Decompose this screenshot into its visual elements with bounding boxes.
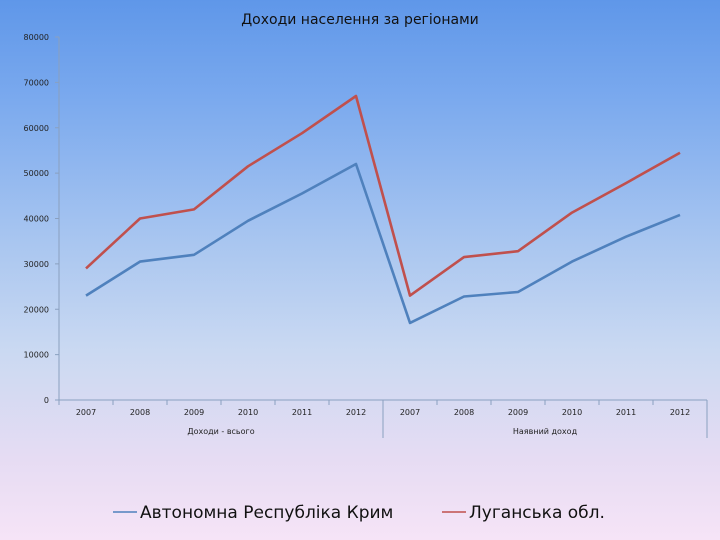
y-axis-ticks: 0 10000 20000 30000 40000 50000 60000 70000 8000… — [24, 33, 59, 405]
x-axis-ticks: 2007 2008 2009 2010 2011 2012 2007 2008 2009 2010… — [58, 400, 708, 417]
x-tick-label: 2009 — [184, 408, 204, 417]
series-lines — [85, 94, 681, 325]
x-tick-label: 2008 — [454, 408, 474, 417]
legend-label-1: Автономна Республіка Крим — [140, 503, 393, 523]
y-tick-label: 40000 — [24, 215, 49, 224]
x-tick-label: 2011 — [292, 408, 312, 417]
chart-title: Доходи населення за регіонами — [241, 12, 479, 28]
series-line-1 — [85, 162, 681, 325]
x-group-label: Доходи - всього — [187, 427, 254, 436]
y-tick-label: 20000 — [24, 305, 49, 314]
legend: Автономна Республіка Крим Луганська обл. — [113, 503, 605, 523]
x-tick-label: 2012 — [670, 408, 690, 417]
x-tick-label: 2010 — [238, 408, 258, 417]
series-line-2 — [85, 94, 681, 297]
y-tick-label: 30000 — [24, 260, 49, 269]
y-tick-label: 80000 — [24, 33, 49, 42]
legend-label-2: Луганська обл. — [469, 503, 605, 523]
x-tick-label: 2007 — [76, 408, 96, 417]
x-group-label: Наявний доход — [513, 427, 578, 436]
x-tick-label: 2011 — [616, 408, 636, 417]
x-tick-label: 2009 — [508, 408, 528, 417]
y-tick-label: 50000 — [24, 169, 49, 178]
axes — [58, 37, 707, 401]
x-axis-groups: Доходи - всього Наявний доход — [187, 400, 708, 438]
x-tick-label: 2012 — [346, 408, 366, 417]
y-tick-label: 0 — [44, 396, 49, 405]
y-tick-label: 70000 — [24, 78, 49, 87]
x-tick-label: 2008 — [130, 408, 150, 417]
y-tick-label: 10000 — [24, 351, 49, 360]
x-tick-label: 2010 — [562, 408, 582, 417]
x-tick-label: 2007 — [400, 408, 420, 417]
y-tick-label: 60000 — [24, 124, 49, 133]
